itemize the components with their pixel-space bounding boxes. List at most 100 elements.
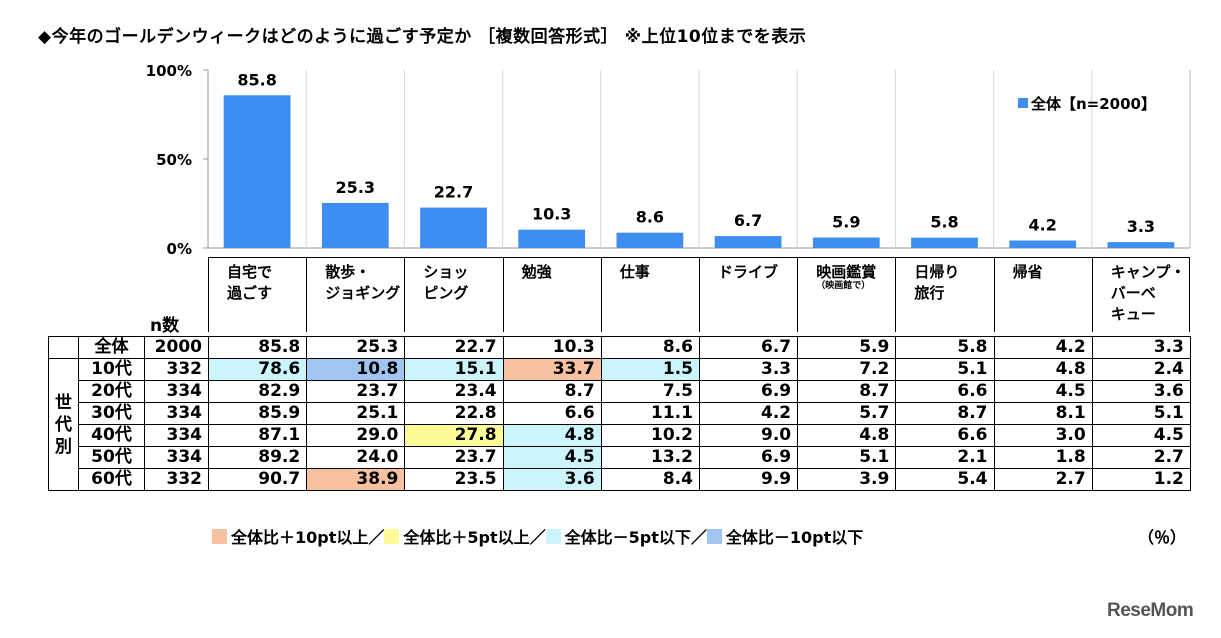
category-label: 自宅で 過ごす: [208, 257, 307, 332]
row-label: 10代: [78, 358, 145, 381]
unit-label: （％）: [1138, 528, 1187, 547]
age-group-label: 世 代 別: [48, 358, 79, 491]
value-cell: 8.6: [600, 336, 700, 359]
data-label: 5.8: [930, 213, 958, 232]
value-cell: 23.4: [404, 380, 504, 403]
value-cell: 22.7: [404, 336, 504, 359]
value-cell: 4.8: [502, 424, 602, 447]
table-row: 全体 2000 85.8 25.3 22.7 10.3 8.6 6.7 5.9 5.8 4.2 3.3: [48, 336, 1191, 359]
value-cell: 3.0: [993, 424, 1093, 447]
value-cell: 10.3: [502, 336, 602, 359]
value-cell: 82.9: [207, 380, 308, 403]
value-cell: 33.7: [502, 358, 602, 381]
n-cell: 334: [144, 424, 209, 447]
value-cell: 87.1: [207, 424, 308, 447]
value-cell: 3.3: [1091, 336, 1191, 359]
value-cell: 25.1: [306, 402, 406, 425]
row-label: 30代: [78, 402, 145, 425]
value-cell: 85.9: [207, 402, 308, 425]
value-cell: 3.9: [797, 468, 897, 491]
value-cell: 22.8: [404, 402, 504, 425]
category-label: 映画鑑賞 （映画館で）: [797, 257, 896, 332]
bar: [1107, 242, 1175, 248]
value-cell: 2.7: [1091, 446, 1191, 469]
bar: [714, 236, 782, 248]
category-label: 勉強: [502, 257, 601, 332]
bar: [812, 237, 880, 248]
value-cell: 4.5: [993, 380, 1093, 403]
highlight-legend-item: 全体比＋5pt以上／: [384, 524, 546, 548]
value-cell: 11.1: [600, 402, 700, 425]
n-cell: 334: [144, 446, 209, 469]
bar: [223, 95, 291, 248]
highlight-legend-label: 全体比－5pt以下／: [564, 528, 707, 547]
value-cell: 3.6: [502, 468, 602, 491]
table-row: 60代 332 90.7 38.9 23.5 3.6 8.4 9.9 3.9 5.4 2.7 1.2: [49, 468, 1191, 491]
value-cell: 9.9: [698, 468, 799, 491]
value-cell: 9.0: [698, 424, 799, 447]
value-cell: 5.8: [895, 336, 995, 359]
row-label: 全体: [78, 336, 145, 359]
value-cell: 25.3: [306, 336, 406, 359]
value-cell: 6.6: [895, 424, 995, 447]
category-label: 日帰り 旅行: [895, 257, 994, 332]
value-cell: 3.6: [1091, 380, 1191, 403]
value-cell: 6.6: [895, 380, 995, 403]
value-cell: 4.2: [993, 336, 1093, 359]
value-cell: 6.6: [502, 402, 602, 425]
data-label: 8.6: [636, 208, 664, 227]
category-label: ショッ ピング: [404, 257, 503, 332]
value-cell: 3.3: [698, 358, 799, 381]
value-cell: 23.7: [306, 380, 406, 403]
category-label: 帰省: [993, 257, 1092, 332]
blank-cell: [48, 336, 79, 359]
category-label: 散歩・ ジョギング: [306, 257, 405, 332]
value-cell: 5.7: [797, 402, 897, 425]
value-cell: 8.4: [600, 468, 700, 491]
value-cell: 1.2: [1091, 468, 1191, 491]
value-cell: 15.1: [404, 358, 504, 381]
highlight-legend-label: 全体比＋5pt以上／: [403, 528, 546, 547]
value-cell: 8.7: [895, 402, 995, 425]
value-cell: 2.1: [895, 446, 995, 469]
data-label: 25.3: [336, 178, 375, 197]
value-cell: 6.9: [698, 380, 799, 403]
bar: [911, 237, 978, 248]
highlight-legend-label: 全体比－10pt以下: [725, 528, 864, 547]
table-row: 20代 334 82.9 23.7 23.4 8.7 7.5 6.9 8.7 6.6 4.5 3.6: [49, 380, 1191, 403]
value-cell: 6.9: [698, 446, 799, 469]
table-row: 世 代 別 10代 332 78.6 10.8 15.1 33.7 1.5 3.3 7.2 5.1 4…: [48, 358, 1191, 491]
bar: [518, 229, 586, 248]
bar: [420, 207, 487, 248]
highlight-legend-label: 全体比＋10pt以上／: [231, 528, 385, 547]
value-cell: 8.7: [797, 380, 897, 403]
value-cell: 23.5: [404, 468, 504, 491]
n-cell: 2000: [144, 336, 209, 359]
value-cell: 5.1: [1091, 402, 1191, 425]
table-row: 30代 334 85.9 25.1 22.8 6.6 11.1 4.2 5.7 8.7 8.1 5.1: [49, 402, 1191, 425]
value-cell: 5.9: [797, 336, 897, 359]
value-cell: 4.5: [502, 446, 602, 469]
category-label: ドライブ: [699, 257, 798, 332]
highlight-legend-item: 全体比－5pt以下／: [545, 524, 707, 548]
value-cell: 2.7: [993, 468, 1093, 491]
highlight-swatch: [212, 528, 227, 544]
table-row: 50代 334 89.2 24.0 23.7 4.5 13.2 6.9 5.1 2.1 1.8 2.7: [49, 446, 1191, 469]
value-cell: 8.1: [993, 402, 1093, 425]
value-cell: 78.6: [207, 358, 308, 381]
value-cell: 24.0: [306, 446, 406, 469]
value-cell: 7.2: [797, 358, 897, 381]
value-cell: 90.7: [207, 468, 308, 491]
highlight-swatch: [384, 528, 400, 544]
value-cell: 4.8: [993, 358, 1093, 381]
value-cell: 89.2: [207, 446, 308, 469]
data-label: 6.7: [734, 211, 762, 230]
value-cell: 1.5: [600, 358, 700, 381]
table-row: 40代 334 87.1 29.0 27.8 4.8 10.2 9.0 4.8 6.6 3.0 4.5: [49, 424, 1191, 447]
value-cell: 6.7: [698, 336, 799, 359]
row-label: 60代: [78, 468, 145, 491]
data-label: 5.9: [832, 212, 860, 231]
n-cell: 332: [144, 468, 209, 491]
data-label: 22.7: [434, 183, 473, 202]
bar: [321, 202, 389, 248]
